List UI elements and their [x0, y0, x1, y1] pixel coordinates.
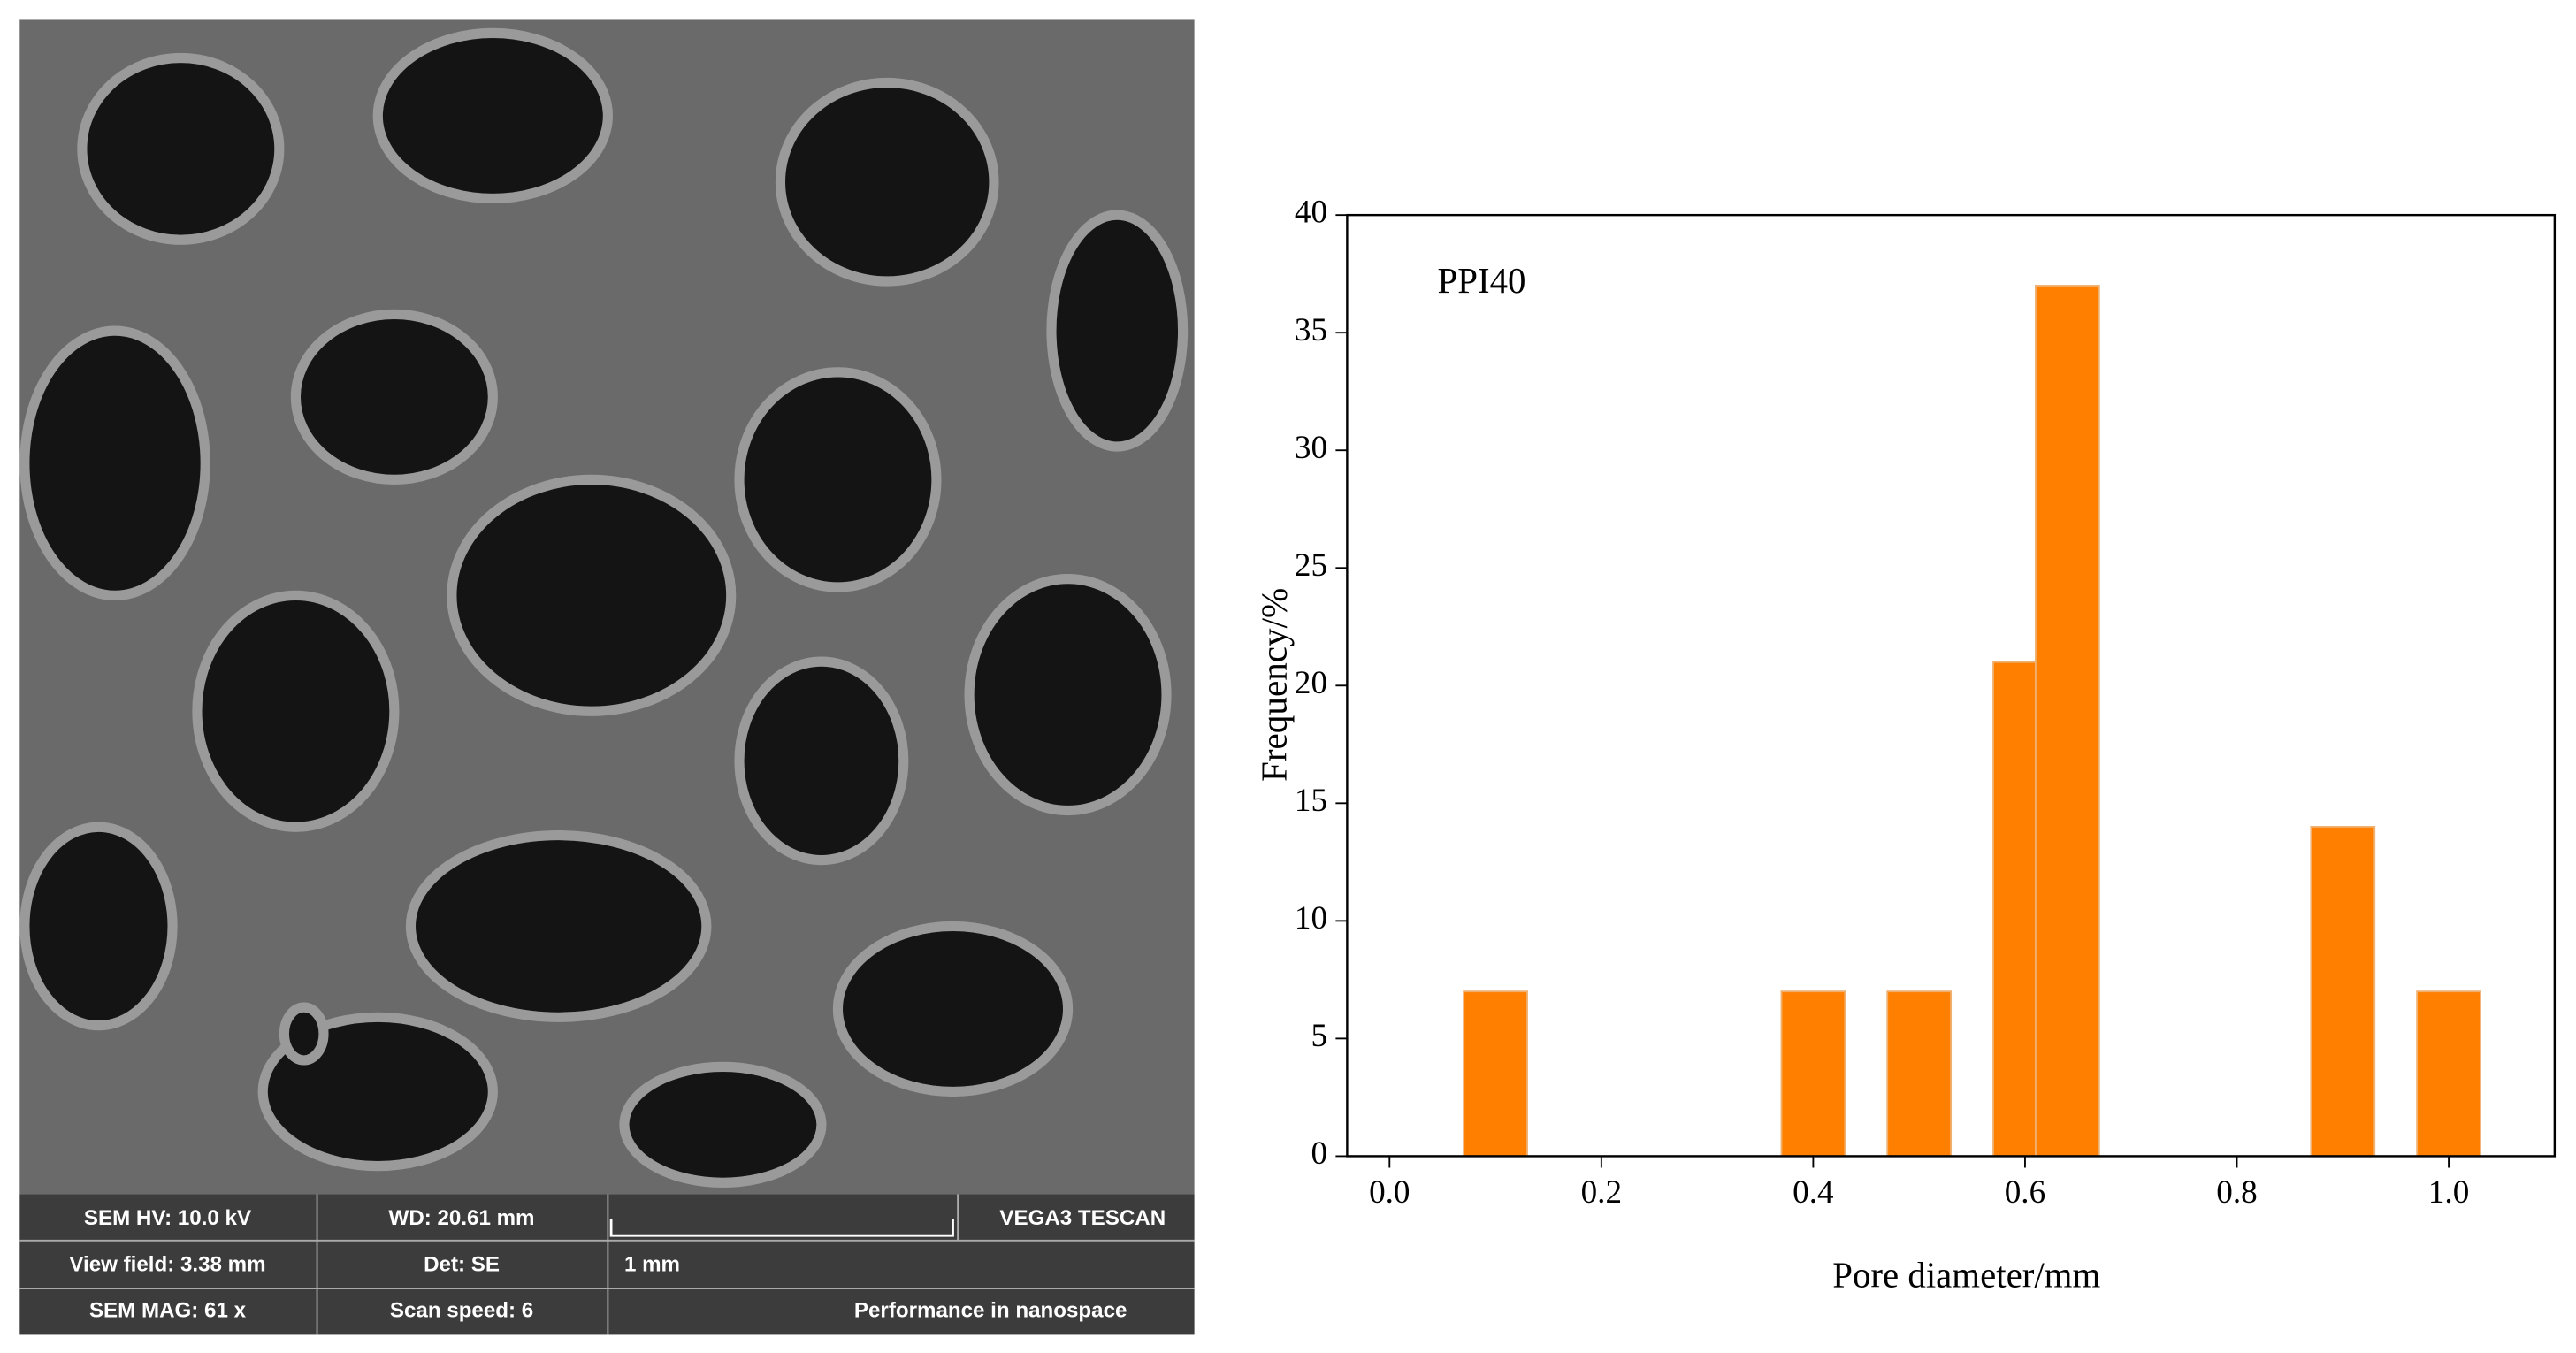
sem-text: Det: SE — [424, 1252, 500, 1276]
bar — [1992, 661, 2037, 1158]
x-tick-label: 1.0 — [2428, 1174, 2469, 1211]
sem-text: SEM MAG: 61 x — [89, 1299, 247, 1323]
y-axis-label: Frequency/% — [1254, 588, 1295, 782]
sem-image — [19, 19, 1195, 1195]
y-tick-label: 20 — [1295, 665, 1327, 701]
bar — [1780, 990, 1846, 1158]
annotation: PPI40 — [1438, 260, 1526, 301]
sem-text: 1 mm — [624, 1252, 680, 1276]
bar — [2416, 990, 2481, 1158]
x-tick-label: 0.6 — [2005, 1174, 2045, 1211]
scale-bar — [609, 1219, 954, 1237]
x-axis-label: Pore diameter/mm — [1832, 1254, 2100, 1295]
sem-info-bar: SEM HV: 10.0 kV WD: 20.61 mm VEGA3 TESCA… — [19, 1194, 1195, 1335]
sem-text: Performance in nanospace — [854, 1299, 1127, 1323]
sem-text: WD: 20.61 mm — [389, 1206, 535, 1230]
sem-text: VEGA3 TESCAN — [999, 1206, 1166, 1230]
bar — [2310, 825, 2376, 1158]
sem-text: SEM HV: 10.0 kV — [84, 1206, 251, 1230]
x-tick-label: 0.2 — [1581, 1174, 1622, 1211]
y-tick-label: 0 — [1311, 1135, 1328, 1172]
y-tick-label: 10 — [1295, 900, 1327, 936]
x-tick-label: 0.0 — [1369, 1174, 1410, 1211]
x-tick-label: 0.4 — [1792, 1174, 1834, 1211]
y-tick-label: 25 — [1295, 547, 1327, 584]
y-tick-label: 5 — [1311, 1018, 1328, 1054]
y-tick-label: 40 — [1295, 195, 1327, 231]
y-tick-label: 15 — [1295, 783, 1327, 819]
bar — [1886, 990, 1953, 1158]
y-tick-label: 35 — [1295, 312, 1327, 348]
x-tick-label: 0.8 — [2216, 1174, 2257, 1211]
y-tick-label: 30 — [1295, 430, 1327, 466]
sem-text: View field: 3.38 mm — [69, 1252, 265, 1276]
bar — [2035, 285, 2100, 1158]
sem-text: Scan speed: 6 — [390, 1299, 533, 1323]
bar — [1463, 990, 1528, 1158]
